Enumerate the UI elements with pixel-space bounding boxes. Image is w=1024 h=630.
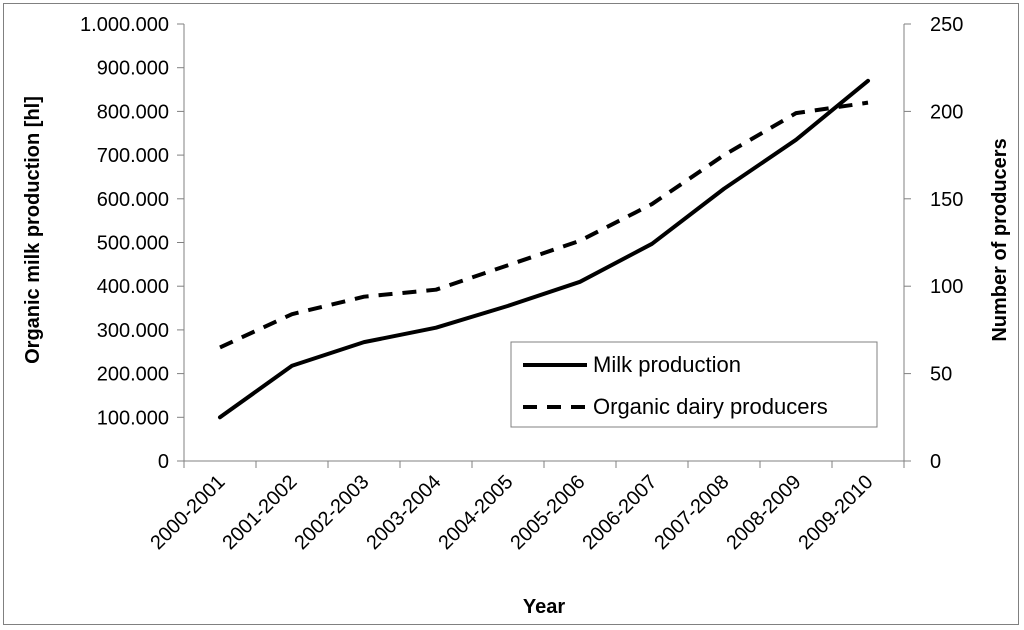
y-tick-label: 800.000 [97, 101, 169, 123]
y-ticks-left: 0 100.000 200.000 300.000 400.000 500.000 600.… [80, 14, 184, 473]
legend-label-milk-production: Milk production [593, 352, 741, 377]
y-tick-label: 300.000 [97, 320, 169, 342]
x-tick-label: 2001-2002 [218, 471, 301, 554]
y-ticks-right: 0 50 100 150 200 250 [904, 14, 963, 473]
x-tick-label: 2004-2005 [434, 471, 517, 554]
x-tick-label: 2008-2009 [722, 471, 805, 554]
y-tick-label: 100.000 [97, 407, 169, 429]
y2-tick-label: 0 [930, 451, 941, 473]
x-tick-label: 2002-2003 [290, 471, 373, 554]
y2-tick-label: 150 [930, 189, 963, 211]
x-tick-label: 2003-2004 [362, 471, 445, 554]
y2-tick-label: 200 [930, 101, 963, 123]
y-tick-label: 900.000 [97, 58, 169, 80]
x-tick-label: 2005-2006 [506, 471, 589, 554]
y-tick-label: 0 [158, 451, 169, 473]
y2-tick-label: 100 [930, 276, 963, 298]
chart-frame [3, 3, 1019, 625]
series-layer [218, 78, 870, 420]
x-tick-label: 2006-2007 [578, 471, 661, 554]
y2-tick-label: 250 [930, 14, 963, 36]
legend-label-organic-dairy-producers: Organic dairy producers [593, 394, 828, 419]
x-tick-label: 2007-2008 [650, 471, 733, 554]
legend: Milk production Organic dairy producers [510, 341, 878, 428]
x-axis-title: Year [523, 596, 565, 618]
y-tick-label: 600.000 [97, 189, 169, 211]
y-tick-label: 700.000 [97, 145, 169, 167]
y-tick-label: 500.000 [97, 233, 169, 255]
y-tick-label: 1.000.000 [80, 14, 169, 36]
y-tick-label: 400.000 [97, 276, 169, 298]
y2-tick-label: 50 [930, 364, 952, 386]
y-tick-label: 200.000 [97, 364, 169, 386]
series-line-organic-dairy-producers [219, 100, 869, 350]
legend-box [510, 341, 878, 428]
x-tick-label: 2000-2001 [146, 471, 229, 554]
y-axis-title-right: Number of producers [989, 138, 1011, 341]
x-tick-label: 2009-2010 [794, 471, 877, 554]
y-axis-title-left: Organic milk production [hl] [22, 96, 44, 364]
series-line-milk-production [218, 78, 870, 420]
x-ticks: 2000-20012001-20022002-20032003-20042004… [146, 461, 905, 554]
